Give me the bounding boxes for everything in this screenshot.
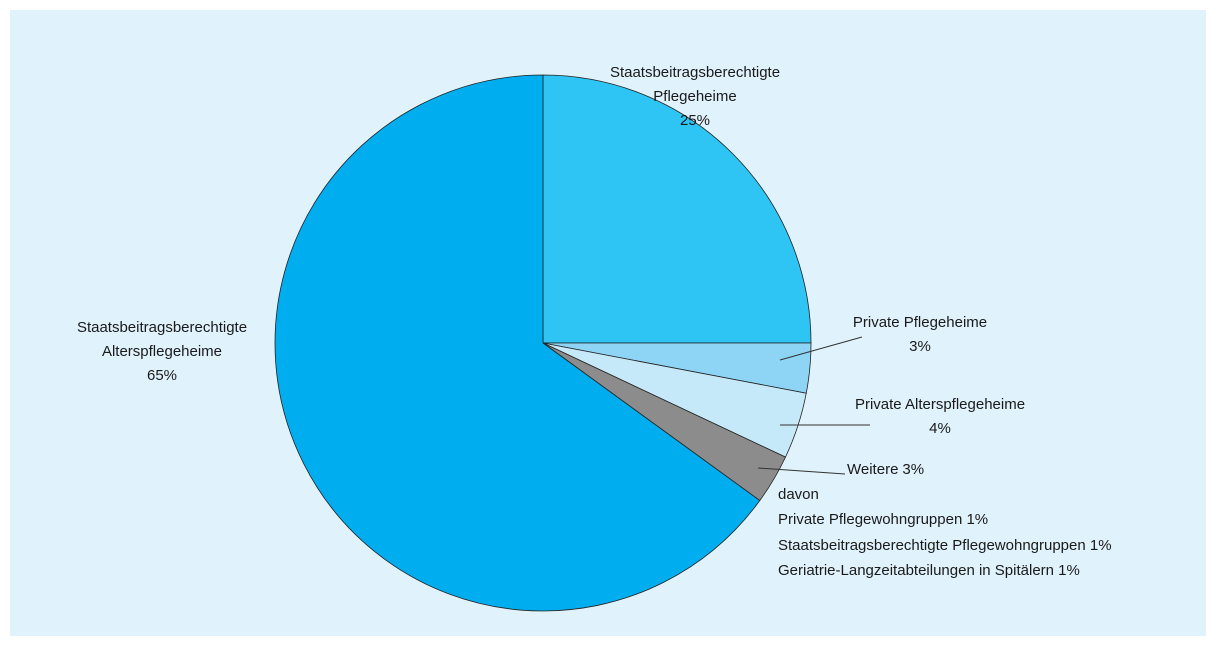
slice-label: Private Pflegeheime	[852, 314, 988, 331]
value-label: 25%	[679, 112, 711, 129]
value-label: 3%	[902, 461, 925, 478]
note-item: Staatsbeitragsberechtigte Pflegewohngrup…	[778, 536, 1112, 554]
slice-label: Staatsbeitragsberechtigte Alterspflegehe…	[76, 319, 248, 360]
slice-label-row: Weitere 3%	[847, 458, 924, 482]
pie-slice	[542, 74, 812, 344]
note-item: Geriatrie-Langzeitabteilungen in Spitäle…	[778, 562, 1080, 579]
leader-line	[779, 336, 863, 361]
note-title: davon	[778, 486, 819, 503]
leader-line	[757, 467, 846, 475]
value-label: 65%	[146, 367, 178, 384]
value-label: 4%	[929, 420, 951, 437]
slice-label: Weitere	[847, 461, 899, 478]
value-label: 3%	[909, 338, 931, 355]
note-item: Private Pflegewohngruppen 1%	[778, 511, 989, 528]
pie-slice	[274, 74, 761, 612]
slice-label: Private Alterspflegeheime	[854, 396, 1026, 413]
slice-label: Staatsbeitragsberechtigte Pflegeheime	[609, 64, 781, 105]
